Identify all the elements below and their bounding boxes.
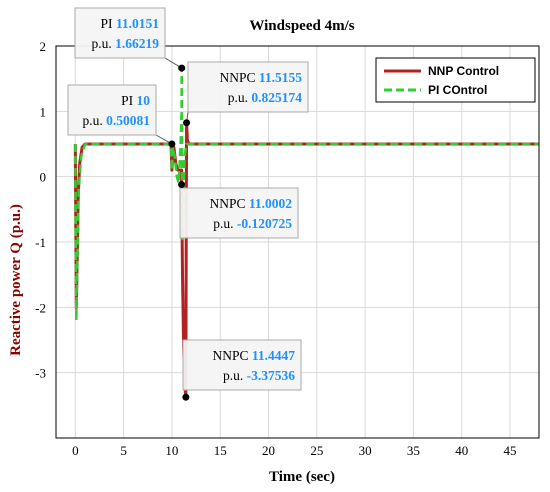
x-tick-labels: 0 5 10 15 20 25 30 35 40 45 xyxy=(72,443,516,458)
x-tick-label: 40 xyxy=(455,443,468,458)
datatip: NNPC 11.5155 p.u. 0.825174 xyxy=(183,61,309,127)
datatip-x: NNPC 11.4447 xyxy=(212,348,295,363)
x-axis-label: Time (sec) xyxy=(269,469,335,485)
datatip-marker xyxy=(168,140,176,148)
datatip-box xyxy=(182,339,302,391)
y-axis-label: Reactive power Q (p.u.) xyxy=(8,204,24,356)
x-tick-label: 5 xyxy=(120,443,127,458)
datatip-y: p.u. -3.37536 xyxy=(223,368,295,383)
datatip: PI 10 p.u. 0.50081 xyxy=(67,84,176,148)
x-tick-label: 10 xyxy=(165,443,178,458)
datatip-box xyxy=(67,84,157,136)
datatip-y: p.u. 0.825174 xyxy=(228,90,303,105)
y-tick-label: 1 xyxy=(40,104,47,119)
y-tick-label: -3 xyxy=(35,366,46,381)
datatip-y: p.u. -0.120725 xyxy=(213,216,292,231)
series-group xyxy=(73,66,539,399)
datatip-marker xyxy=(182,393,190,401)
datatip-x: PI 10 xyxy=(121,93,150,108)
datatip-y: p.u. 0.50081 xyxy=(83,113,151,128)
x-tick-label: 20 xyxy=(262,443,275,458)
datatip-marker xyxy=(178,181,186,189)
datatip-x: PI 11.0151 xyxy=(100,16,159,31)
datatip-box xyxy=(179,187,299,239)
datatip-y: p.u. 1.66219 xyxy=(92,36,160,51)
datatip: NNPC 11.4447 p.u. -3.37536 xyxy=(182,339,302,401)
y-tick-label: -1 xyxy=(35,235,46,250)
chart-title: Windspeed 4m/s xyxy=(249,18,354,34)
datatip: PI 11.0151 p.u. 1.66219 xyxy=(74,7,186,72)
datatip-box xyxy=(74,7,166,59)
legend-box xyxy=(375,57,536,103)
legend: NNP Control PI COntrol xyxy=(375,57,536,103)
series-line-nnp-control xyxy=(73,121,539,399)
y-tick-label: 0 xyxy=(40,170,47,185)
datatip-x: NNPC 11.5155 xyxy=(219,70,302,85)
x-tick-label: 35 xyxy=(407,443,420,458)
x-tick-label: 15 xyxy=(214,443,227,458)
series-line-pi-control xyxy=(74,66,539,322)
x-tick-label: 45 xyxy=(504,443,517,458)
datatip-marker xyxy=(183,119,191,127)
datatip-x: NNPC 11.0002 xyxy=(209,196,292,211)
datatip: NNPC 11.0002 p.u. -0.120725 xyxy=(178,181,299,239)
x-tick-label: 30 xyxy=(359,443,372,458)
x-tick-label: 0 xyxy=(72,443,79,458)
x-tick-label: 25 xyxy=(310,443,323,458)
y-tick-label: 2 xyxy=(40,39,47,54)
datatip-box xyxy=(187,61,309,113)
datatips: PI 11.0151 p.u. 1.66219 PI 10 p.u. 0.50081 N… xyxy=(67,7,309,401)
y-tick-labels: 2 1 0 -1 -2 -3 xyxy=(35,39,46,381)
legend-label: PI COntrol xyxy=(428,83,487,97)
legend-label: NNP Control xyxy=(428,64,499,78)
y-tick-label: -2 xyxy=(35,300,46,315)
plot-frame xyxy=(55,45,540,439)
datatip-marker xyxy=(178,64,186,72)
